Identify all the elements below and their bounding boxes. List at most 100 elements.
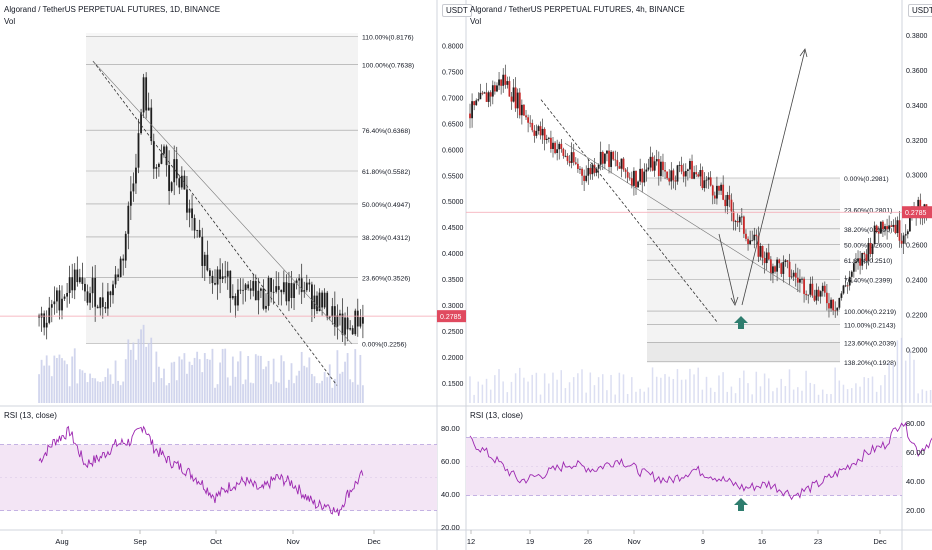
volume-bar <box>577 373 579 403</box>
fib-level-label: 100.00%(0.7638) <box>362 62 414 69</box>
volume-bar <box>237 361 239 403</box>
candle-body <box>863 252 866 255</box>
time-axis-tick: 9 <box>701 537 705 546</box>
candle-body <box>260 288 262 291</box>
candle-body <box>473 101 476 106</box>
right-currency-button[interactable]: USDT <box>908 4 932 17</box>
volume-bar <box>647 387 650 403</box>
candle-body <box>132 183 135 192</box>
volume-bar <box>48 365 51 403</box>
volume-bar <box>689 368 691 403</box>
candle-body <box>647 167 650 170</box>
candle-body <box>280 289 283 293</box>
candle-body <box>514 87 517 109</box>
candle-body <box>293 283 295 298</box>
candle-body <box>653 161 656 171</box>
candle-body <box>523 104 525 116</box>
volume-bar <box>68 386 71 403</box>
volume-bar <box>135 359 137 403</box>
candle-body <box>300 278 303 293</box>
volume-bar <box>564 388 567 403</box>
volume-bar <box>267 360 270 403</box>
candle-body <box>579 168 581 170</box>
candle-body <box>801 278 803 280</box>
volume-bar <box>206 358 209 403</box>
volume-bar <box>84 372 86 403</box>
volume-bar <box>701 389 704 403</box>
candle-body <box>331 306 334 317</box>
volume-bar <box>473 394 475 403</box>
volume-bar <box>175 380 178 403</box>
volume-bar <box>275 381 278 403</box>
candle-body <box>884 226 886 230</box>
volume-bar <box>722 372 724 403</box>
candle-body <box>63 296 66 299</box>
volume-bar <box>896 340 899 403</box>
volume-bar <box>734 393 737 403</box>
candle-body <box>152 141 155 169</box>
candle-body <box>277 286 280 290</box>
fib-level-label: 0.00%(0.2256) <box>362 342 407 349</box>
candle-body <box>857 258 859 262</box>
candle-body <box>231 295 234 299</box>
rsi-axis-tick: 20.00 <box>441 523 460 532</box>
candle-body <box>734 220 737 222</box>
volume-bar <box>211 348 214 403</box>
volume-bar <box>270 384 272 403</box>
price-axis-tick: 0.7500 <box>442 69 464 76</box>
candle-body <box>819 291 822 297</box>
candle-body <box>817 289 820 297</box>
volume-bar <box>58 354 61 403</box>
candle-body <box>620 158 623 169</box>
candle-body <box>836 307 839 311</box>
volume-bar <box>40 359 43 403</box>
candle-body <box>643 171 646 183</box>
volume-bar <box>602 374 604 403</box>
candle-body <box>275 286 278 292</box>
candle-body <box>815 289 818 301</box>
volume-bar <box>61 358 63 403</box>
volume-bar <box>224 348 227 403</box>
up-arrow-marker <box>734 498 748 511</box>
candle-body <box>527 117 529 123</box>
candle-body <box>321 292 323 308</box>
volume-bar <box>96 381 99 403</box>
candle-body <box>686 169 689 171</box>
candle-body <box>298 278 301 281</box>
volume-bar <box>788 369 791 403</box>
volume-bar <box>140 329 142 403</box>
volume-bar <box>718 375 720 403</box>
candle-body <box>879 221 882 234</box>
volume-bar <box>63 360 66 403</box>
candle-body <box>506 81 509 85</box>
volume-bar <box>288 379 290 403</box>
volume-bar <box>635 391 637 403</box>
volume-bar <box>929 390 932 403</box>
candle-body <box>81 277 84 284</box>
candle-body <box>201 236 204 266</box>
candle-body <box>554 142 556 153</box>
volume-bar <box>842 384 845 403</box>
volume-bar <box>244 379 247 403</box>
candle-body <box>867 242 870 261</box>
volume-bar <box>323 372 326 403</box>
volume-bar <box>668 376 670 403</box>
candle-body <box>896 220 899 234</box>
time-axis-tick: 16 <box>758 537 766 546</box>
left-currency-button[interactable]: USDT <box>442 4 472 17</box>
candle-body <box>502 74 505 86</box>
right-rsi-label: RSI (13, close) <box>470 411 523 420</box>
candle-body <box>191 208 193 219</box>
candle-body <box>898 220 901 241</box>
candle-body <box>788 261 791 278</box>
volume-bar <box>290 363 293 403</box>
left-chart-title: Algorand / TetherUS PERPETUAL FUTURES, 1… <box>4 5 221 14</box>
volume-bar <box>203 353 206 403</box>
candle-body <box>786 260 789 262</box>
candle-body <box>902 235 905 244</box>
volume-bar <box>331 387 334 403</box>
candle-body <box>799 278 801 283</box>
volume-bar <box>234 376 237 403</box>
candle-body <box>175 159 178 179</box>
candle-body <box>892 224 895 227</box>
